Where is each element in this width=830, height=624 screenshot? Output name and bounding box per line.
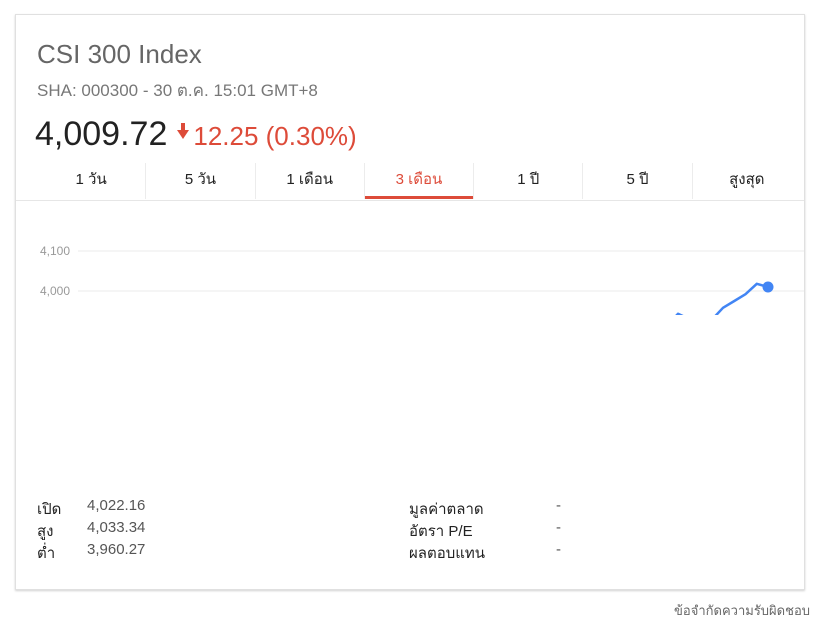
disclaimer-link[interactable]: ข้อจำกัดความรับผิดชอบ — [674, 603, 810, 618]
price-row: 4,009.72 12.25 (0.30%) — [35, 115, 357, 154]
arrow-down-icon — [177, 123, 190, 139]
tab-1-year[interactable]: 1 ปี — [474, 163, 584, 199]
tab-5-years[interactable]: 5 ปี — [583, 163, 693, 199]
stat-label: ผลตอบแทน — [409, 545, 486, 562]
range-tabs: 1 วัน 5 วัน 1 เดือน 3 เดือน 1 ปี 5 ปี สู… — [37, 163, 801, 199]
tab-1-day[interactable]: 1 วัน — [37, 163, 147, 199]
price-line — [675, 282, 770, 315]
tab-1-month[interactable]: 1 เดือน — [256, 163, 365, 199]
tab-3-months[interactable]: 3 เดือน — [364, 163, 475, 199]
current-price: 4,009.72 — [35, 115, 168, 153]
stat-label: ต่ำ — [37, 545, 56, 562]
tabs-divider — [16, 200, 804, 201]
y-tick-label: 4,100 — [40, 244, 70, 258]
stat-value: - — [556, 541, 561, 558]
stock-card: CSI 300 Index SHA: 000300 - 30 ต.ค. 15:0… — [15, 14, 805, 590]
stat-value: - — [556, 497, 561, 514]
stat-label: อัตรา P/E — [409, 523, 473, 540]
last-point-marker — [762, 281, 774, 293]
stat-value: 4,033.34 — [87, 519, 146, 536]
stat-value: - — [556, 519, 561, 536]
stat-value: 4,022.16 — [87, 497, 146, 514]
y-tick-label: 4,000 — [40, 284, 70, 298]
price-change: 12.25 (0.30%) — [193, 121, 357, 151]
stat-label: มูลค่าตลาด — [409, 501, 484, 518]
tab-max[interactable]: สูงสุด — [729, 171, 765, 188]
tab-5-days[interactable]: 5 วัน — [146, 163, 256, 199]
stat-value: 3,960.27 — [87, 541, 146, 558]
stat-label: เปิด — [37, 501, 62, 518]
stat-label: สูง — [37, 523, 54, 540]
index-subtitle: SHA: 000300 - 30 ต.ค. 15:01 GMT+8 — [37, 81, 318, 100]
index-title: CSI 300 Index — [37, 39, 202, 69]
